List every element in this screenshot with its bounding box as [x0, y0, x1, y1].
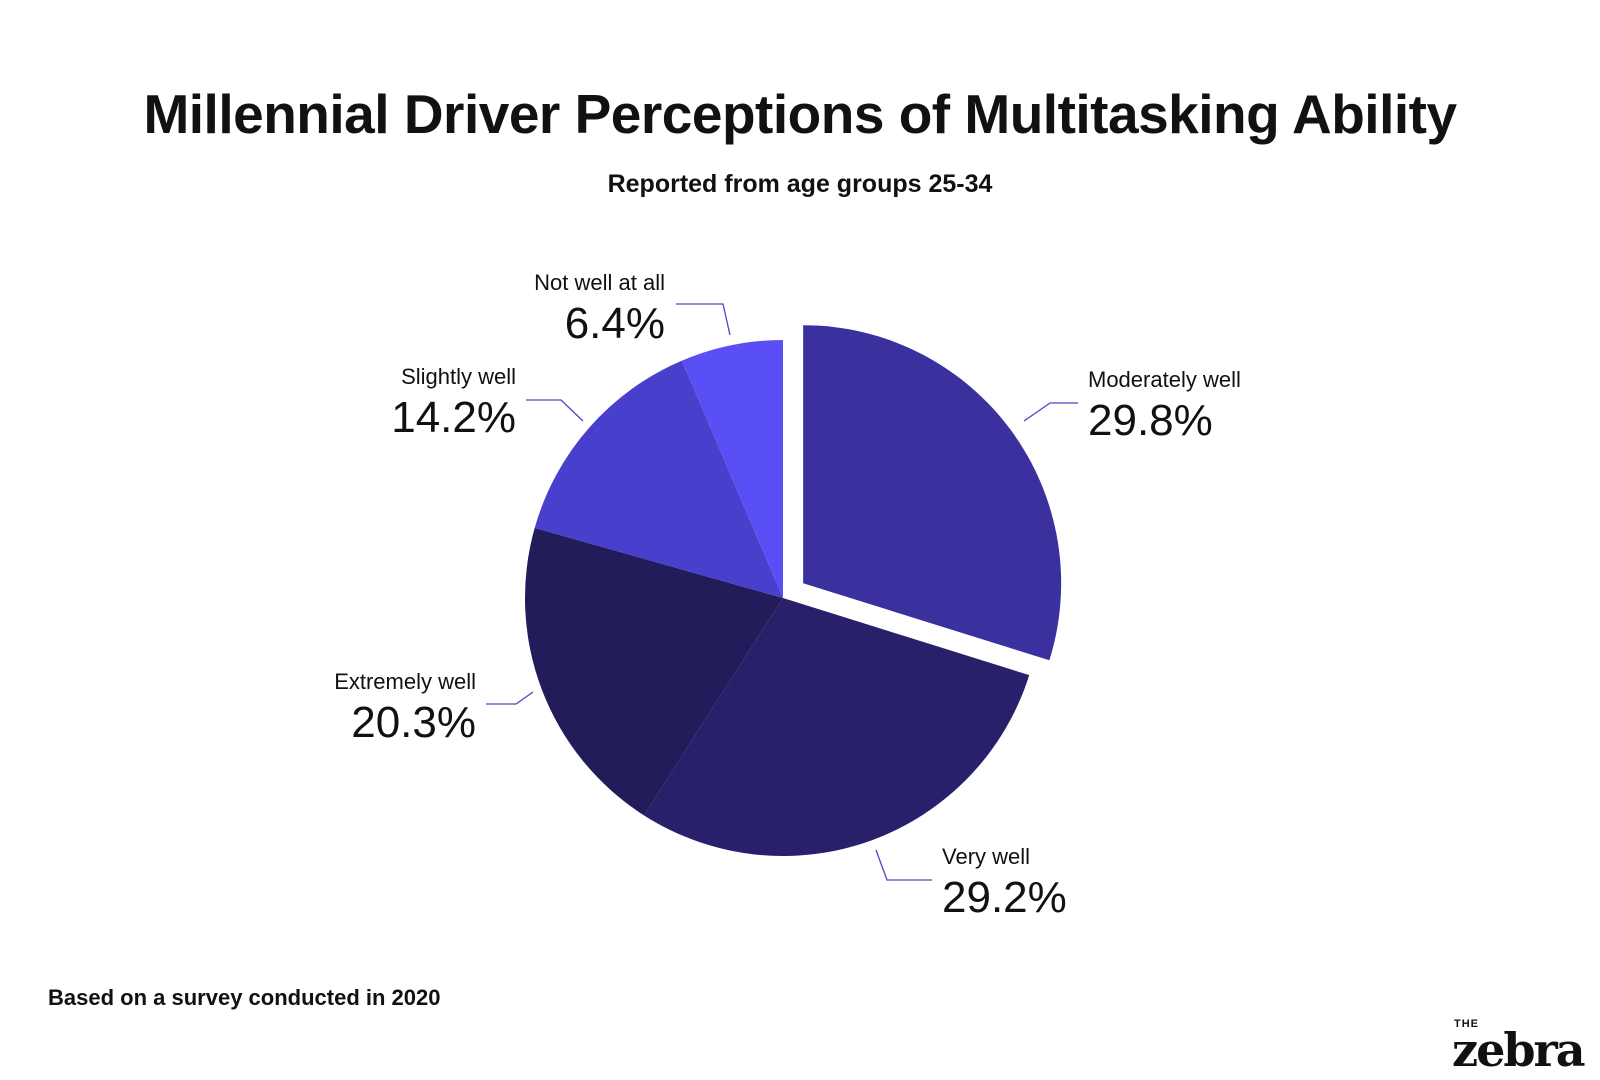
slice-category-label-extremely-well: Extremely well [334, 669, 476, 694]
chart-subtitle: Reported from age groups 25-34 [607, 170, 993, 198]
leader-line-very-well [875, 849, 932, 881]
slice-value-label-slightly-well: 14.2% [391, 393, 516, 442]
leader-line-slightly-well [526, 399, 584, 422]
leader-line-moderately-well [1023, 402, 1078, 422]
pie-slices [524, 325, 1062, 856]
logo-wordmark: zebra [1452, 1023, 1586, 1077]
slice-value-label-not-well-at-all: 6.4% [565, 299, 665, 348]
slice-category-label-moderately-well: Moderately well [1088, 367, 1241, 392]
logo-the-text: THE [1454, 1018, 1479, 1030]
slice-value-label-extremely-well: 20.3% [351, 698, 476, 747]
leader-line-not-well-at-all [676, 303, 731, 336]
pie-slice-extremely-well [524, 527, 783, 816]
slice-category-label-not-well-at-all: Not well at all [534, 270, 665, 295]
leader-line-extremely-well [486, 691, 534, 705]
leader-lines [486, 303, 1078, 881]
pie-slice-not-well-at-all [681, 340, 783, 598]
slice-value-label-very-well: 29.2% [942, 873, 1067, 922]
slice-value-label-moderately-well: 29.8% [1088, 396, 1213, 445]
chart-title: Millennial Driver Perceptions of Multita… [143, 83, 1457, 145]
slice-category-label-very-well: Very well [942, 844, 1030, 869]
pie-slice-moderately-well [803, 325, 1062, 661]
pie-slice-very-well [643, 598, 1030, 856]
slice-labels: Moderately well 29.8% Very well 29.2% Extrem… [334, 270, 1241, 922]
zebra-logo: THE zebra [1452, 1018, 1600, 1076]
footnote: Based on a survey conducted in 2020 [48, 985, 441, 1010]
slice-category-label-slightly-well: Slightly well [401, 364, 516, 389]
pie-slice-slightly-well [534, 360, 783, 598]
